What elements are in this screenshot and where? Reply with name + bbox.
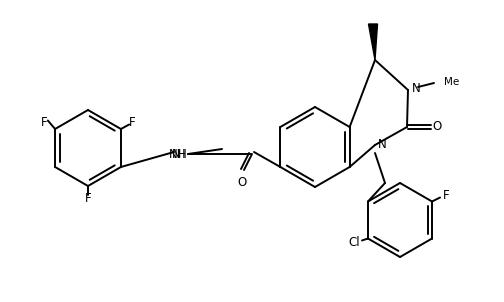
Polygon shape [368,24,377,60]
Text: F: F [40,116,47,129]
Text: N: N [377,139,387,152]
Text: Me: Me [444,77,459,87]
Text: Cl: Cl [348,236,360,249]
Text: O: O [432,120,442,133]
Text: NH: NH [169,147,187,160]
Text: N: N [412,82,420,95]
Text: O: O [237,175,246,188]
Text: F: F [85,192,91,205]
Text: N: N [172,147,180,160]
Text: F: F [129,116,136,129]
Text: H: H [177,147,186,160]
Text: F: F [443,189,450,202]
